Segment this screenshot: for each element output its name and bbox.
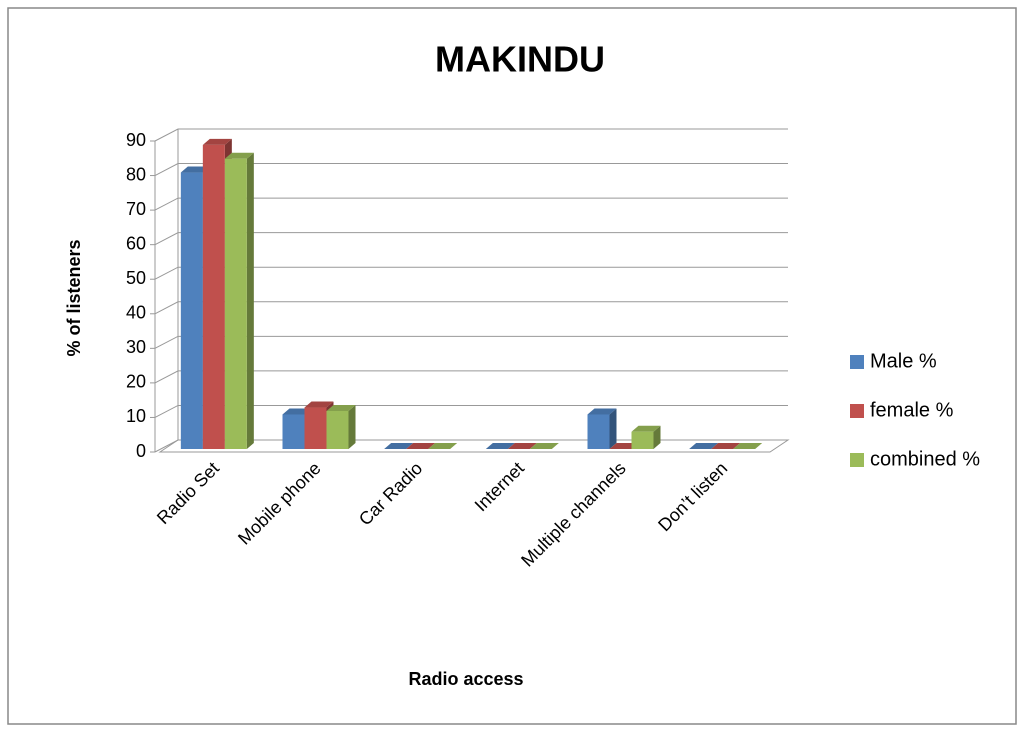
bar-top — [507, 443, 537, 449]
bar-top — [326, 404, 356, 411]
bar — [631, 431, 654, 449]
bar-top — [384, 443, 414, 449]
legend-label: Male % — [870, 350, 937, 372]
bar — [282, 414, 305, 449]
chart-frame — [7, 7, 1017, 725]
y-tick-label: 10 — [126, 406, 146, 426]
bar-top — [428, 443, 458, 449]
bar — [304, 407, 327, 449]
bar-top — [733, 443, 763, 449]
y-tick-label: 20 — [126, 372, 146, 392]
legend-swatch — [850, 453, 864, 467]
bar-top — [485, 443, 515, 449]
y-tick-label: 0 — [136, 441, 146, 461]
legend-label: combined % — [870, 448, 980, 470]
y-tick-label: 90 — [126, 130, 146, 150]
bar-side — [609, 408, 617, 449]
legend-swatch — [850, 355, 864, 369]
bar-top — [304, 401, 334, 408]
x-axis-label: Radio access — [408, 669, 523, 689]
bar-top — [711, 443, 741, 449]
bar-side — [246, 152, 254, 449]
bar — [587, 414, 610, 449]
bar-top — [529, 443, 559, 449]
bar-top — [282, 408, 312, 415]
y-tick-label: 30 — [126, 337, 146, 357]
bar-top — [587, 408, 617, 415]
bar-side — [348, 404, 356, 449]
bar-top — [224, 152, 254, 159]
bar-top — [180, 166, 210, 173]
legend-swatch — [850, 404, 864, 418]
bar-top — [406, 443, 436, 449]
legend-label: female % — [870, 399, 954, 421]
bar-top — [689, 443, 719, 449]
y-tick-label: 80 — [126, 164, 146, 184]
bar-side — [653, 425, 661, 449]
bar-top — [609, 443, 639, 449]
y-axis-label: % of listeners — [64, 239, 84, 356]
y-tick-label: 70 — [126, 199, 146, 219]
y-tick-label: 50 — [126, 268, 146, 288]
bar — [180, 172, 203, 450]
bar-top — [202, 138, 232, 145]
bar-top — [631, 425, 661, 432]
y-tick-label: 60 — [126, 233, 146, 253]
bar — [202, 144, 225, 449]
bar — [224, 158, 247, 449]
y-tick-label: 40 — [126, 303, 146, 323]
chart-title: MAKINDU — [435, 39, 605, 80]
bar — [326, 410, 349, 449]
